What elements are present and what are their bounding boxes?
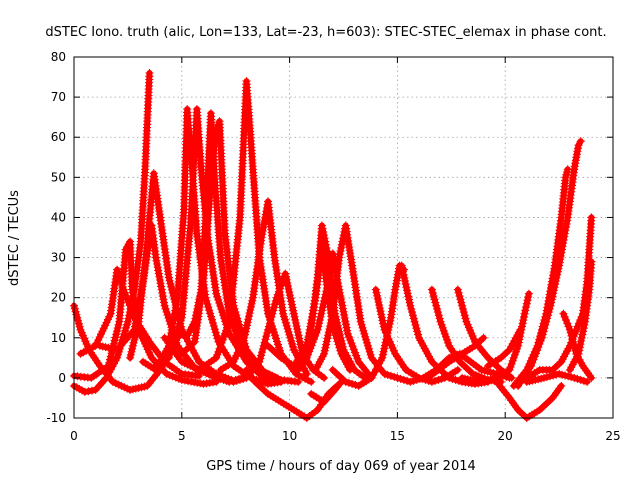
y-tick-label: 10 (51, 331, 66, 345)
series-pass-19 (307, 377, 346, 406)
series-pass-12 (216, 197, 311, 378)
x-tick-label: 0 (70, 429, 78, 443)
plot-frame (73, 56, 614, 419)
y-tick-label: 70 (51, 90, 66, 104)
y-axis-label: dSTEC / TECUs (7, 190, 22, 286)
x-tick-label: 20 (498, 429, 513, 443)
series-markers (311, 221, 402, 382)
y-tick-label: 40 (51, 210, 66, 224)
x-tick-label: 5 (178, 429, 186, 443)
series-pass-27 (458, 289, 533, 386)
series-layer (70, 69, 596, 422)
series-pass-31 (514, 137, 585, 390)
y-tick-label: 0 (58, 371, 66, 385)
y-tick-label: -10 (46, 411, 66, 425)
x-tick-label: 15 (390, 429, 405, 443)
series-markers (216, 197, 311, 378)
series-pass-29 (484, 325, 525, 370)
series-markers (514, 137, 585, 390)
x-tick-label: 25 (605, 429, 620, 443)
series-pass-35 (522, 369, 592, 386)
y-tick-label: 30 (51, 251, 66, 265)
series-pass-05 (95, 221, 247, 386)
series-markers (492, 377, 566, 422)
series-markers (484, 325, 525, 370)
series-line (308, 378, 345, 405)
series-line (77, 266, 202, 379)
axes: 0 5 10 15 20 25 -10 0 10 20 30 40 50 60 70 80 (46, 50, 620, 443)
chart-title: dSTEC Iono. truth (alic, Lon=133, Lat=-2… (45, 25, 606, 40)
y-tick-label: 80 (51, 50, 66, 64)
series-markers (565, 257, 596, 374)
series-markers (522, 369, 592, 386)
series-markers (307, 377, 346, 406)
series-pass-34 (565, 257, 596, 374)
y-tick-label: 20 (51, 291, 66, 305)
series-pass-06 (126, 169, 236, 384)
y-tick-label: 50 (51, 170, 66, 184)
y-tick-label: 60 (51, 130, 66, 144)
x-tick-label: 10 (282, 429, 297, 443)
x-axis-label: GPS time / hours of day 069 of year 2014 (206, 459, 476, 474)
